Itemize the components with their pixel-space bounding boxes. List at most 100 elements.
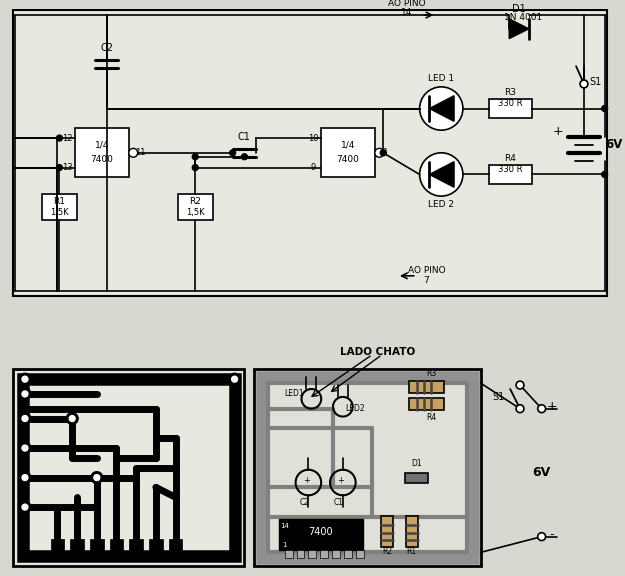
Text: 7400: 7400 [308,526,332,537]
Bar [262,377,472,558]
Text: D1: D1 [411,459,422,468]
Text: R4: R4 [426,413,436,422]
Circle shape [22,475,28,480]
Bar [321,128,376,177]
Bar [409,381,444,393]
Circle shape [56,135,63,141]
Bar [409,398,444,410]
Text: AO PINO: AO PINO [388,0,426,7]
Bar [90,539,104,554]
Text: C1: C1 [238,132,251,142]
Text: D1: D1 [512,4,526,14]
Text: 7400: 7400 [90,155,113,164]
Text: LED 1: LED 1 [428,74,454,82]
Bar [285,551,292,558]
Text: C2: C2 [100,43,113,54]
Text: 8: 8 [381,148,387,157]
Text: LED1: LED1 [284,389,304,399]
Circle shape [516,405,524,412]
Circle shape [22,445,28,451]
Bar [23,379,234,556]
Text: R2: R2 [382,547,392,556]
Text: 11: 11 [135,148,146,157]
Text: 6V: 6V [532,466,551,479]
Text: R1: R1 [407,547,417,556]
Bar [308,551,316,558]
Text: +: + [546,400,557,413]
Text: 1/4: 1/4 [341,141,355,149]
Circle shape [232,376,238,382]
Circle shape [419,87,463,130]
Bar [297,551,304,558]
Bar [356,551,364,558]
Text: +: + [553,124,564,138]
Circle shape [192,165,198,170]
Circle shape [241,154,248,160]
Circle shape [22,391,28,397]
Bar [381,516,393,547]
Circle shape [22,415,28,422]
Bar [405,473,429,483]
Text: 330 R: 330 R [498,99,522,108]
Text: +: + [338,476,344,485]
Text: 7400: 7400 [336,155,359,164]
Text: C1: C1 [334,498,344,507]
Text: 14: 14 [401,7,412,17]
Circle shape [419,153,463,196]
Bar [254,369,481,566]
Bar [406,516,418,547]
Text: LADO CHATO: LADO CHATO [339,347,415,357]
Circle shape [380,150,386,156]
Bar [70,539,84,554]
Text: 14: 14 [281,523,289,529]
Bar [149,539,162,554]
Bar [129,539,143,554]
Bar [489,165,532,184]
Bar [42,194,77,219]
Circle shape [91,472,103,483]
Text: R3: R3 [426,369,436,378]
Circle shape [538,405,546,412]
Circle shape [229,150,236,156]
Polygon shape [429,162,454,187]
Text: 1N 4001: 1N 4001 [504,13,542,22]
Text: 13: 13 [62,163,72,172]
Circle shape [19,472,31,483]
Text: 12: 12 [62,134,72,142]
Text: +: + [303,476,310,485]
Polygon shape [429,96,454,122]
Bar [13,369,244,566]
Circle shape [129,149,138,157]
Bar [109,539,123,554]
Bar [75,128,129,177]
Text: LED 2: LED 2 [428,200,454,210]
Text: S1: S1 [589,77,602,87]
Text: 330 R: 330 R [498,165,522,174]
Circle shape [56,165,63,170]
Polygon shape [509,19,529,39]
Circle shape [516,381,524,389]
Circle shape [19,412,31,425]
Text: 1/4: 1/4 [94,141,109,149]
Text: R2: R2 [189,196,201,206]
Circle shape [580,80,588,88]
Text: -: - [549,528,554,541]
Bar [489,98,532,118]
Text: 9: 9 [311,163,316,172]
Circle shape [22,376,28,382]
Text: 1,5K: 1,5K [186,209,204,217]
Circle shape [19,501,31,513]
Text: 10: 10 [308,134,319,142]
Text: 6V: 6V [605,138,622,151]
Text: C2: C2 [299,498,309,507]
Text: 1,5K: 1,5K [50,209,69,217]
Circle shape [19,442,31,454]
Text: R1: R1 [53,196,66,206]
Circle shape [69,415,75,422]
Circle shape [22,504,28,510]
Bar [169,539,182,554]
Text: R4: R4 [504,154,516,163]
Bar [13,10,607,295]
Circle shape [602,172,608,177]
Circle shape [19,373,31,385]
